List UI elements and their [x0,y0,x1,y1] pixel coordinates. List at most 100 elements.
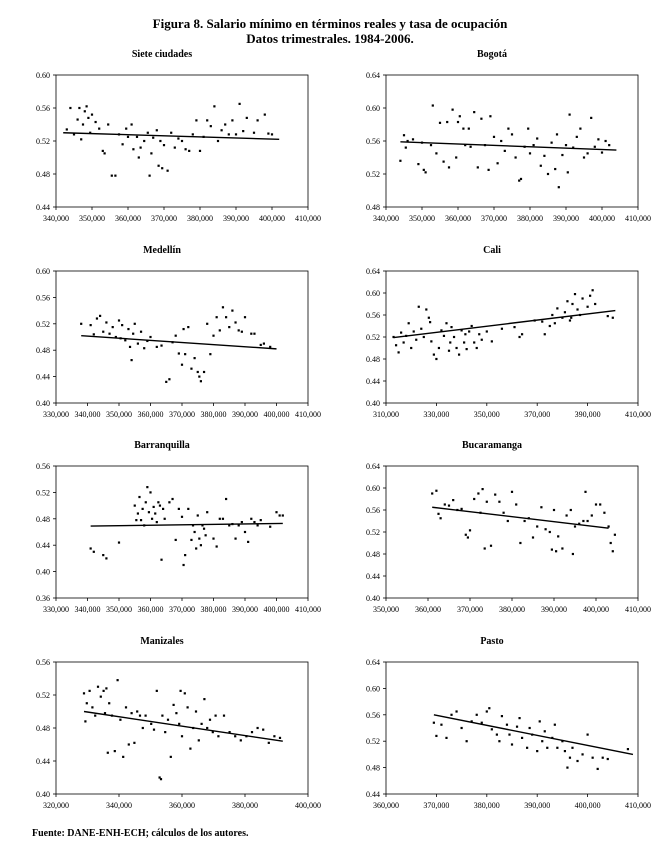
data-point [168,378,171,381]
data-point [175,712,178,715]
data-point [155,689,158,692]
y-tick-label: 0.52 [366,333,380,342]
data-point [555,550,558,553]
data-point [510,133,514,136]
data-point [566,300,569,303]
data-point [460,507,463,510]
data-point [468,529,472,532]
x-tick-label: 370,000 [524,410,550,419]
data-point [189,747,192,750]
data-point [561,740,564,743]
data-point [130,123,133,126]
data-point [206,511,209,514]
data-point [262,342,265,345]
data-point [467,127,470,130]
data-point [543,730,546,733]
data-point [601,756,604,759]
x-tick-label: 400,000 [589,214,615,223]
data-point [481,488,484,491]
plot-area [55,661,309,795]
chart-manizales: Manizales 0.40 0.44 0.48 0.52 0.56 320,000 340,… [36,636,321,810]
data-point [209,125,212,128]
data-point [150,722,153,725]
data-point [192,726,195,730]
x-tick-label: 380,000 [187,214,213,223]
data-point [124,339,127,342]
x-tick-label: 400,000 [264,410,290,419]
data-point [171,341,174,344]
data-point [173,146,176,149]
y-tick-label: 0.64 [366,658,380,667]
data-point [420,327,423,330]
data-point [250,517,253,520]
data-point [184,148,187,151]
y-tick-label: 0.52 [36,137,50,146]
data-point [464,144,467,147]
data-point [94,714,97,717]
data-point [452,335,456,339]
data-point [135,519,138,522]
y-tick-label: 0.56 [366,506,380,515]
data-point [231,119,234,122]
x-tick-label: 340,000 [373,214,399,223]
data-point [256,119,259,122]
data-point [92,333,95,336]
data-point [424,171,427,174]
x-tick-label: 350,000 [409,214,435,223]
trend-line [83,710,283,742]
data-point [450,713,453,716]
x-tick-label: 390,000 [575,410,601,419]
data-point [170,131,173,134]
data-point [552,508,556,512]
data-point [494,493,497,496]
data-point [473,341,476,344]
data-point [275,511,278,514]
data-point [190,367,193,370]
data-point [108,332,111,335]
y-tick-label: 0.40 [36,399,50,408]
data-point [196,370,199,374]
data-point [456,120,460,124]
data-point [451,108,454,111]
x-tick-label: 370,000 [169,605,195,614]
data-point [456,508,459,512]
data-point [515,725,519,728]
data-point [450,326,453,329]
data-point [171,497,174,501]
data-point [155,345,158,348]
data-point [259,343,262,347]
data-point [548,324,551,328]
data-point [141,507,144,510]
data-point [135,135,139,138]
x-tick-label: 400,000 [583,605,609,614]
data-point [586,305,589,308]
data-point [182,327,185,331]
plot-area [55,465,309,599]
data-point [591,756,594,759]
data-point [466,536,469,539]
x-tick-label: 390,000 [553,214,579,223]
data-point [568,319,572,322]
x-tick-label: 390,000 [223,214,249,223]
data-point [180,139,184,143]
data-point [224,123,227,126]
data-point [96,685,100,688]
data-point [572,146,575,149]
data-point [502,511,505,514]
x-tick-label: 410,000 [295,214,321,223]
data-point [199,380,202,383]
y-tick-label: 0.40 [36,568,50,577]
data-point [89,324,92,327]
data-point [133,322,136,325]
y-tick-label: 0.48 [366,550,380,559]
data-point [90,113,94,116]
data-point [209,353,212,356]
data-point [440,329,443,332]
data-point [470,324,473,328]
data-point [490,728,493,731]
data-point [564,144,568,147]
data-point [166,718,170,721]
x-tick-label: 360,000 [415,605,441,614]
x-tick-label: 410,000 [295,410,321,419]
data-point [473,497,476,501]
